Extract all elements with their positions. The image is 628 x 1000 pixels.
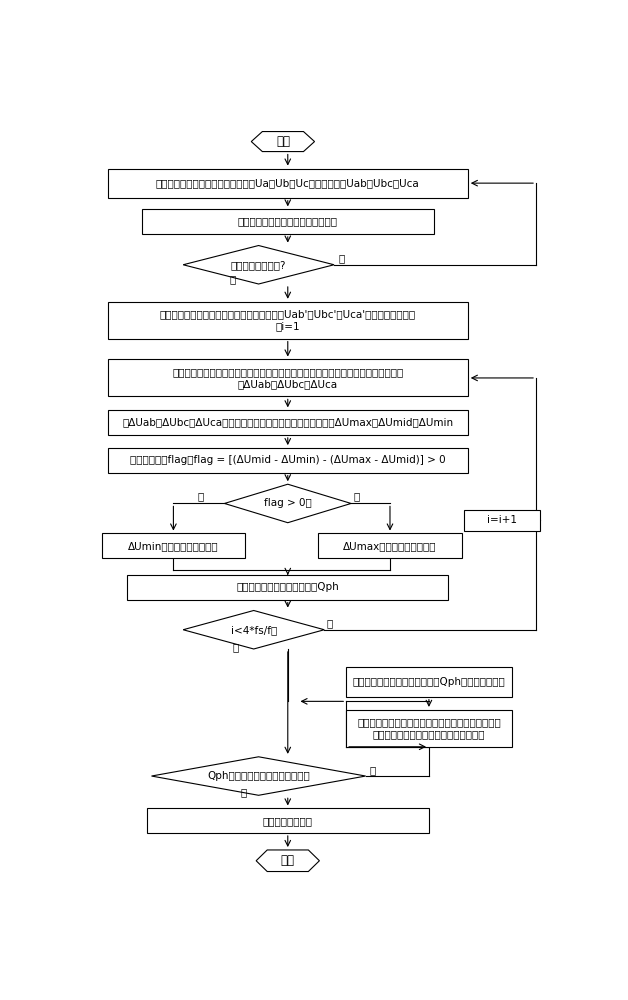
- Polygon shape: [256, 850, 320, 872]
- Text: flag > 0？: flag > 0？: [264, 498, 311, 508]
- FancyBboxPatch shape: [108, 169, 468, 198]
- Polygon shape: [225, 484, 351, 523]
- Text: 是: 是: [229, 274, 236, 284]
- Text: i=i+1: i=i+1: [487, 515, 517, 525]
- Text: 将ΔUab、ΔUbc和ΔUca进行比较，在数值上从大到小排序，得到ΔUmax、ΔUmid和ΔUmin: 将ΔUab、ΔUbc和ΔUca进行比较，在数值上从大到小排序，得到ΔUmax、Δ…: [122, 418, 453, 428]
- Text: 新的故障相选相结果入队至队列Qph，队头元素出队: 新的故障相选相结果入队至队列Qph，队头元素出队: [352, 677, 506, 687]
- Text: 生成算法判据flag，flag = [(ΔUmid - ΔUmin) - (ΔUmax - ΔUmid)] > 0: 生成算法判据flag，flag = [(ΔUmid - ΔUmin) - (ΔU…: [130, 455, 446, 465]
- FancyBboxPatch shape: [108, 448, 468, 473]
- Text: 存在单相接地故障?: 存在单相接地故障?: [231, 260, 286, 270]
- Text: 采集并记录变电站母线的三相电压即Ua、Ub和Uc，以及线电压Uab、Ubc和Uca: 采集并记录变电站母线的三相电压即Ua、Ub和Uc，以及线电压Uab、Ubc和Uc…: [156, 178, 420, 188]
- Text: 否: 否: [339, 254, 345, 264]
- Text: 否: 否: [232, 642, 239, 652]
- FancyBboxPatch shape: [127, 575, 448, 600]
- Text: 是: 是: [327, 619, 333, 629]
- Text: 结束: 结束: [281, 854, 295, 867]
- Text: 是: 是: [198, 491, 204, 501]
- FancyBboxPatch shape: [108, 302, 468, 339]
- FancyBboxPatch shape: [464, 510, 539, 531]
- Text: 根据母线三相电压计算母线零序电压: 根据母线三相电压计算母线零序电压: [238, 217, 338, 227]
- Text: 否: 否: [354, 491, 360, 501]
- Polygon shape: [151, 757, 365, 795]
- Text: Qph中故障相选相结果是否一致？: Qph中故障相选相结果是否一致？: [207, 771, 310, 781]
- Text: i<4*fs/f？: i<4*fs/f？: [230, 625, 277, 635]
- FancyBboxPatch shape: [346, 710, 512, 747]
- Text: 根据下一个时刻的母线三相电压以及故障前的母线三
相线电压，计算得到新的故障相选相结果: 根据下一个时刻的母线三相电压以及故障前的母线三 相线电压，计算得到新的故障相选相…: [357, 718, 501, 739]
- FancyBboxPatch shape: [102, 533, 245, 558]
- Text: 是: 是: [240, 787, 246, 797]
- Polygon shape: [251, 132, 315, 152]
- Text: ΔUmax对应的终相为故障相: ΔUmax对应的终相为故障相: [344, 541, 436, 551]
- FancyBboxPatch shape: [346, 667, 512, 697]
- Text: 提取并保存三个周波前的母线三相线电压，即Uab'、Ubc'和Uca'，并初始化计数变
量i=1: 提取并保存三个周波前的母线三相线电压，即Uab'、Ubc'和Uca'，并初始化计…: [160, 309, 416, 331]
- FancyBboxPatch shape: [318, 533, 462, 558]
- FancyBboxPatch shape: [108, 359, 468, 396]
- Text: 根据当前母线三相线电压和已保存的故障前母线三相线电压，计算线电压幅值的增大
量ΔUab、ΔUbc和ΔUca: 根据当前母线三相线电压和已保存的故障前母线三相线电压，计算线电压幅值的增大 量Δ…: [172, 367, 403, 389]
- Text: 开始: 开始: [276, 135, 290, 148]
- Text: ΔUmin对应的始相为故障相: ΔUmin对应的始相为故障相: [128, 541, 219, 551]
- FancyBboxPatch shape: [142, 209, 434, 234]
- FancyBboxPatch shape: [147, 808, 429, 833]
- Text: 输出故障选相结果: 输出故障选相结果: [263, 816, 313, 826]
- Polygon shape: [183, 246, 334, 284]
- Text: 否: 否: [369, 766, 376, 776]
- Polygon shape: [183, 610, 324, 649]
- Text: 将故障相选相结果入队至队列Qph: 将故障相选相结果入队至队列Qph: [236, 582, 339, 592]
- FancyBboxPatch shape: [108, 410, 468, 435]
